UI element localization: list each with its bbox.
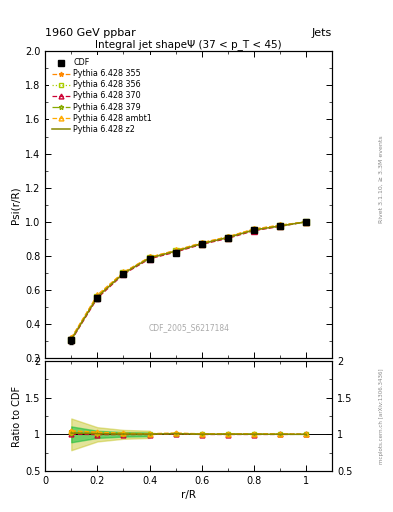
CDF bbox=[199, 241, 204, 247]
Pythia 6.428 z2 bbox=[277, 223, 282, 229]
Pythia 6.428 355 bbox=[95, 292, 100, 298]
Pythia 6.428 355 bbox=[69, 335, 73, 342]
Pythia 6.428 355 bbox=[147, 254, 152, 261]
Pythia 6.428 z2 bbox=[226, 234, 230, 241]
Pythia 6.428 356 bbox=[173, 248, 178, 254]
Pythia 6.428 379 bbox=[95, 293, 100, 300]
Pythia 6.428 379 bbox=[304, 219, 309, 225]
Pythia 6.428 370 bbox=[199, 241, 204, 247]
Pythia 6.428 z2 bbox=[121, 270, 126, 276]
Pythia 6.428 356 bbox=[147, 255, 152, 261]
Pythia 6.428 z2 bbox=[147, 255, 152, 261]
Pythia 6.428 z2 bbox=[199, 241, 204, 247]
Pythia 6.428 z2 bbox=[69, 336, 73, 343]
Pythia 6.428 ambt1 bbox=[277, 222, 282, 228]
Text: Jets: Jets bbox=[312, 28, 332, 38]
Text: mcplots.cern.ch [arXiv:1306.3436]: mcplots.cern.ch [arXiv:1306.3436] bbox=[379, 368, 384, 464]
CDF bbox=[277, 223, 282, 229]
Pythia 6.428 356 bbox=[304, 219, 309, 225]
Pythia 6.428 ambt1 bbox=[173, 247, 178, 253]
Pythia 6.428 379 bbox=[147, 255, 152, 261]
Pythia 6.428 355 bbox=[277, 222, 282, 228]
CDF bbox=[173, 249, 178, 255]
Pythia 6.428 355 bbox=[252, 226, 256, 232]
Pythia 6.428 z2 bbox=[95, 294, 100, 300]
CDF bbox=[121, 271, 126, 277]
Line: Pythia 6.428 356: Pythia 6.428 356 bbox=[68, 219, 309, 343]
Line: CDF: CDF bbox=[68, 219, 309, 344]
Pythia 6.428 356 bbox=[226, 234, 230, 241]
Pythia 6.428 ambt1 bbox=[304, 219, 309, 225]
Y-axis label: Ratio to CDF: Ratio to CDF bbox=[12, 386, 22, 446]
Legend: CDF, Pythia 6.428 355, Pythia 6.428 356, Pythia 6.428 370, Pythia 6.428 379, Pyt: CDF, Pythia 6.428 355, Pythia 6.428 356,… bbox=[49, 55, 155, 137]
Pythia 6.428 370 bbox=[121, 271, 126, 278]
Pythia 6.428 355 bbox=[226, 234, 230, 240]
Line: Pythia 6.428 ambt1: Pythia 6.428 ambt1 bbox=[68, 219, 309, 340]
Pythia 6.428 379 bbox=[252, 227, 256, 233]
CDF bbox=[226, 235, 230, 241]
Pythia 6.428 ambt1 bbox=[95, 292, 100, 298]
Pythia 6.428 356 bbox=[252, 227, 256, 233]
Y-axis label: Psi(r/R): Psi(r/R) bbox=[11, 186, 21, 224]
Pythia 6.428 355 bbox=[199, 240, 204, 246]
Pythia 6.428 ambt1 bbox=[69, 335, 73, 341]
Pythia 6.428 356 bbox=[121, 270, 126, 276]
CDF bbox=[252, 227, 256, 233]
Pythia 6.428 356 bbox=[277, 223, 282, 229]
Text: Rivet 3.1.10, ≥ 3.3M events: Rivet 3.1.10, ≥ 3.3M events bbox=[379, 135, 384, 223]
CDF bbox=[147, 255, 152, 262]
Pythia 6.428 379 bbox=[199, 241, 204, 247]
Pythia 6.428 356 bbox=[69, 336, 73, 343]
Pythia 6.428 ambt1 bbox=[252, 226, 256, 232]
CDF bbox=[95, 295, 100, 301]
Pythia 6.428 370 bbox=[226, 236, 230, 242]
Pythia 6.428 370 bbox=[69, 337, 73, 344]
Pythia 6.428 z2 bbox=[173, 248, 178, 254]
Pythia 6.428 379 bbox=[277, 223, 282, 229]
Pythia 6.428 379 bbox=[69, 336, 73, 343]
Pythia 6.428 370 bbox=[147, 256, 152, 262]
Pythia 6.428 370 bbox=[95, 295, 100, 301]
Pythia 6.428 379 bbox=[121, 270, 126, 276]
Pythia 6.428 ambt1 bbox=[199, 240, 204, 246]
Line: Pythia 6.428 z2: Pythia 6.428 z2 bbox=[71, 222, 306, 339]
Pythia 6.428 370 bbox=[252, 228, 256, 234]
Line: Pythia 6.428 370: Pythia 6.428 370 bbox=[68, 219, 309, 343]
Title: Integral jet shapeΨ (37 < p_T < 45): Integral jet shapeΨ (37 < p_T < 45) bbox=[95, 39, 282, 50]
Pythia 6.428 356 bbox=[95, 294, 100, 300]
Pythia 6.428 379 bbox=[226, 234, 230, 241]
Pythia 6.428 355 bbox=[173, 247, 178, 253]
Pythia 6.428 379 bbox=[173, 248, 178, 254]
Pythia 6.428 356 bbox=[199, 241, 204, 247]
Pythia 6.428 z2 bbox=[252, 227, 256, 233]
Pythia 6.428 355 bbox=[121, 269, 126, 275]
Pythia 6.428 370 bbox=[173, 249, 178, 255]
CDF bbox=[69, 337, 73, 344]
Pythia 6.428 z2 bbox=[304, 219, 309, 225]
Pythia 6.428 ambt1 bbox=[121, 269, 126, 275]
X-axis label: r/R: r/R bbox=[181, 490, 196, 500]
Pythia 6.428 370 bbox=[304, 219, 309, 225]
Pythia 6.428 ambt1 bbox=[147, 254, 152, 260]
Line: Pythia 6.428 355: Pythia 6.428 355 bbox=[68, 219, 309, 341]
Pythia 6.428 355 bbox=[304, 219, 309, 225]
Text: CDF_2005_S6217184: CDF_2005_S6217184 bbox=[148, 323, 229, 332]
CDF bbox=[304, 219, 309, 225]
Pythia 6.428 ambt1 bbox=[226, 233, 230, 240]
Text: 1960 GeV ppbar: 1960 GeV ppbar bbox=[45, 28, 136, 38]
Pythia 6.428 370 bbox=[277, 223, 282, 229]
Line: Pythia 6.428 379: Pythia 6.428 379 bbox=[68, 219, 309, 342]
